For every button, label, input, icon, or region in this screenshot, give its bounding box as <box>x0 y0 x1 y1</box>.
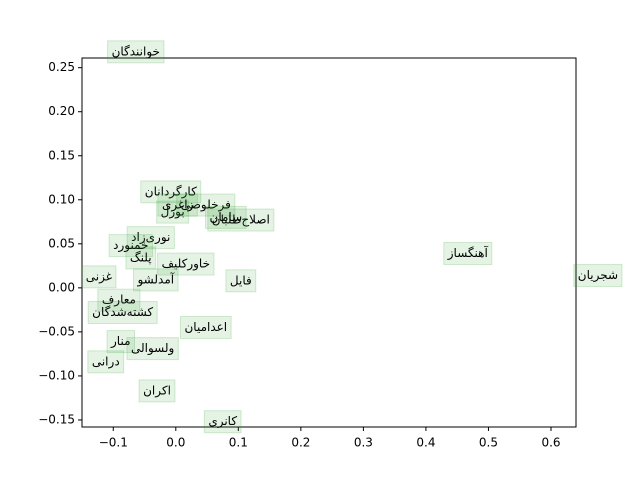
point-label: کشته‌شدگان <box>92 305 153 319</box>
point-label: پلنگ <box>130 250 152 264</box>
label-box <box>225 269 257 293</box>
point-label: فرخلوصی <box>181 198 231 213</box>
point-label: کارگردانان <box>145 184 197 199</box>
point-label: شجریان <box>578 268 618 283</box>
label-box <box>205 205 247 229</box>
x-tick-label: 0.4 <box>416 436 435 450</box>
label-box <box>106 330 136 354</box>
label-box <box>97 288 141 312</box>
label-box <box>126 226 175 250</box>
point-label: آمدلشو <box>136 271 174 287</box>
point-label: معارف <box>102 293 136 308</box>
point-label: سامان <box>210 210 243 224</box>
point-label: خاورکلیف <box>162 257 210 272</box>
label-box <box>156 200 190 224</box>
x-tick-label: 0.3 <box>354 436 373 450</box>
point-label: خوانندگان <box>112 44 160 59</box>
label-box <box>140 180 202 204</box>
label-box <box>157 252 215 276</box>
label-box <box>126 337 179 361</box>
point-label: آهنگساز <box>447 245 489 261</box>
y-tick-label: 0.00 <box>48 280 75 294</box>
label-box <box>87 301 158 325</box>
point-label: نوری‌زاد <box>131 230 170 245</box>
label-box <box>207 208 275 232</box>
label-box <box>87 350 125 374</box>
point-label: اکران <box>143 383 171 398</box>
y-tick-label: 0.20 <box>48 104 75 118</box>
x-tick-label: 0.5 <box>479 436 498 450</box>
y-tick-label: −0.10 <box>38 368 75 382</box>
label-box <box>179 315 232 339</box>
y-tick-label: 0.05 <box>48 236 75 250</box>
x-tick-label: 0.0 <box>166 436 185 450</box>
label-box <box>125 246 157 270</box>
label-box <box>573 264 623 288</box>
y-tick-label: 0.10 <box>48 192 75 206</box>
y-tick-label: 0.25 <box>48 60 75 74</box>
point-label: کانری <box>208 414 237 429</box>
point-label: ولسوالی <box>131 341 174 356</box>
point-label: بورل <box>161 205 185 220</box>
label-box <box>138 379 176 403</box>
y-tick-label: −0.15 <box>38 412 75 426</box>
label-box <box>132 268 179 292</box>
label-box <box>108 234 153 258</box>
point-label: خمنورد <box>113 238 148 253</box>
x-tick-label: 0.2 <box>291 436 310 450</box>
point-label: اصلاح‌طلبان <box>212 213 270 227</box>
label-box <box>107 40 165 64</box>
label-box <box>81 265 117 289</box>
x-tick-label: −0.1 <box>99 436 128 450</box>
point-label: فایل <box>230 273 252 287</box>
y-tick-label: 0.15 <box>48 148 75 162</box>
plot-frame <box>81 57 577 428</box>
y-tick-label: −0.05 <box>38 324 75 338</box>
label-box <box>203 410 242 434</box>
point-label: زاغری <box>162 198 194 213</box>
point-label: غزنی <box>86 269 112 284</box>
label-box <box>176 193 236 217</box>
point-label: اعدامیان <box>184 320 227 334</box>
point-label: منار <box>110 334 131 349</box>
x-tick-label: 0.1 <box>229 436 248 450</box>
label-box <box>157 193 198 217</box>
label-box <box>443 242 493 266</box>
x-tick-label: 0.6 <box>541 436 560 450</box>
point-label: درانی <box>92 354 120 369</box>
